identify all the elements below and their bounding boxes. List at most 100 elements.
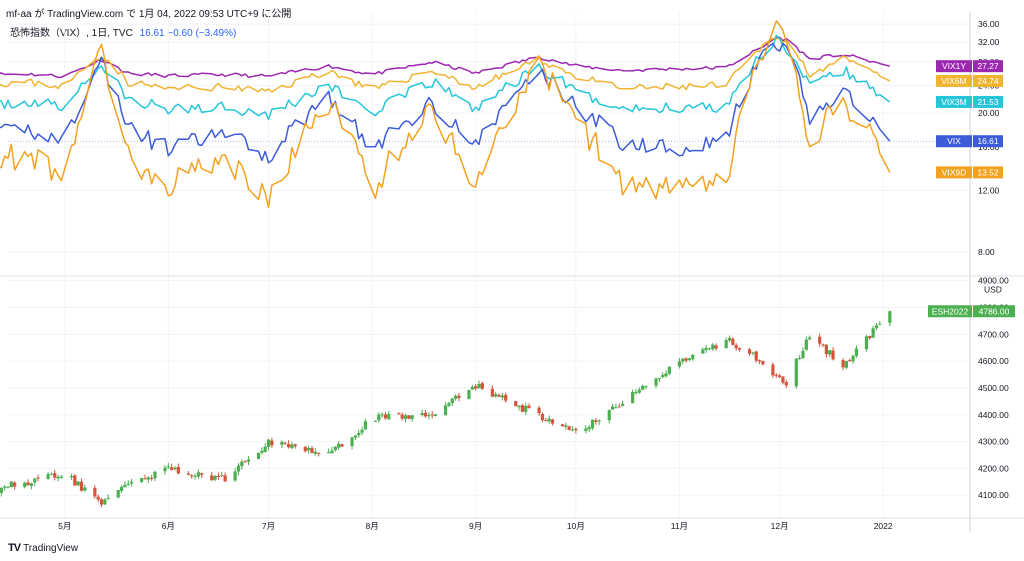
pane-separator [0, 12, 1024, 532]
candle-body [427, 415, 431, 417]
candle-body [874, 325, 879, 329]
footer-brand[interactable]: TV TradingView [8, 542, 78, 554]
publish-header: mf-aa が TradingView.com で 1月 04, 2022 09… [6, 9, 292, 20]
candle-body [213, 476, 217, 480]
vix-tick-label: 20.00 [978, 108, 1000, 118]
tag-name-label: VIX [947, 136, 961, 146]
candle-body [216, 476, 221, 478]
time-tick-label: 7月 [262, 521, 275, 531]
candle-body [420, 413, 424, 416]
candle-body [337, 443, 341, 448]
candle-body [754, 351, 758, 361]
candle-body [854, 348, 859, 357]
candle-body [494, 394, 498, 397]
candle-body [804, 339, 808, 350]
candle-body [684, 358, 688, 361]
chart-legend: 恐怖指数（VIX）, 1日, TVC 16.61 −0.60 (−3.49%) [10, 24, 236, 39]
time-tick-label: 8月 [365, 521, 378, 531]
vix-series-group [0, 20, 970, 209]
candle-body [313, 451, 317, 454]
legend-values: 16.61 −0.60 (−3.49%) [139, 28, 237, 39]
candle-body [784, 382, 788, 386]
candle-body [380, 414, 384, 416]
candle-body [868, 336, 872, 339]
candle-body [731, 338, 735, 345]
tag-value-vix9d [973, 166, 1003, 179]
tag-name-label: ESH2022 [932, 306, 969, 316]
candle-body [220, 475, 224, 477]
candle-body [9, 481, 13, 488]
candle-body [29, 483, 33, 487]
candle-body [59, 476, 64, 478]
candle-body [193, 475, 197, 477]
candle-body [263, 446, 267, 453]
candle-body [724, 340, 728, 349]
candle-body [310, 447, 314, 453]
tag-name-label: VIX6M [941, 76, 967, 86]
candle-body [544, 420, 548, 422]
candle-body [387, 414, 391, 420]
candle-body [677, 361, 681, 367]
candle-body [99, 499, 104, 505]
candle-body [851, 355, 855, 362]
candle-body [383, 414, 388, 419]
candle-body [584, 428, 588, 432]
candle-body [480, 383, 484, 389]
candle-body [747, 349, 752, 354]
candle-body [119, 486, 124, 491]
candle-body [687, 358, 692, 361]
candle-body [176, 467, 180, 474]
candle-body [330, 450, 334, 454]
candle-body [303, 446, 307, 452]
candle-body [443, 405, 448, 416]
candle-body [293, 444, 297, 447]
time-tick-label: 10月 [567, 521, 585, 531]
candle-body [266, 439, 271, 447]
candle-body [196, 472, 200, 477]
es-tick-label: 4600.00 [978, 356, 1009, 366]
candle-body [46, 474, 50, 479]
candle-body [123, 484, 127, 488]
grid [8, 12, 970, 518]
candle-body [223, 475, 227, 482]
candle-body [256, 452, 261, 459]
candle-body [93, 487, 97, 497]
candle-body [641, 385, 645, 390]
candle-body [246, 459, 251, 462]
time-tick-label: 2022 [874, 521, 893, 531]
candle-body [587, 427, 591, 430]
vix-tick-label: 8.00 [978, 247, 995, 257]
candle-body [701, 349, 705, 354]
candle-body [878, 323, 882, 325]
candle-body [470, 386, 474, 390]
candle-body [757, 360, 762, 362]
candle-body [824, 344, 828, 355]
candle-body [327, 452, 331, 454]
tag-value-vix6m [973, 74, 1003, 87]
candle-body [317, 452, 321, 454]
candle-body [33, 478, 37, 483]
tag-name-vix1y [936, 60, 972, 73]
es-tick-label: 4900.00 [978, 276, 1009, 286]
es-tick-label: 4700.00 [978, 329, 1009, 339]
candle-body [657, 378, 661, 380]
vix-tick-label: 12.00 [978, 185, 1000, 195]
tag-name-label: VIX9D [942, 167, 967, 177]
candle-body [828, 350, 832, 355]
candle-body [350, 437, 354, 447]
tag-name-vix [936, 135, 972, 148]
candle-body [280, 441, 284, 445]
candle-body [570, 429, 575, 431]
candle-body [691, 354, 695, 360]
candle-body [400, 414, 404, 419]
candle-body [778, 375, 782, 378]
tag-name-label: VIX1Y [942, 61, 966, 71]
tag-name-esh2022 [928, 305, 972, 318]
candle-body [166, 466, 170, 468]
candle-body [520, 405, 525, 412]
candle-body [567, 426, 571, 430]
candle-body [527, 405, 531, 408]
candle-body [474, 386, 478, 389]
candle-body [56, 476, 60, 479]
